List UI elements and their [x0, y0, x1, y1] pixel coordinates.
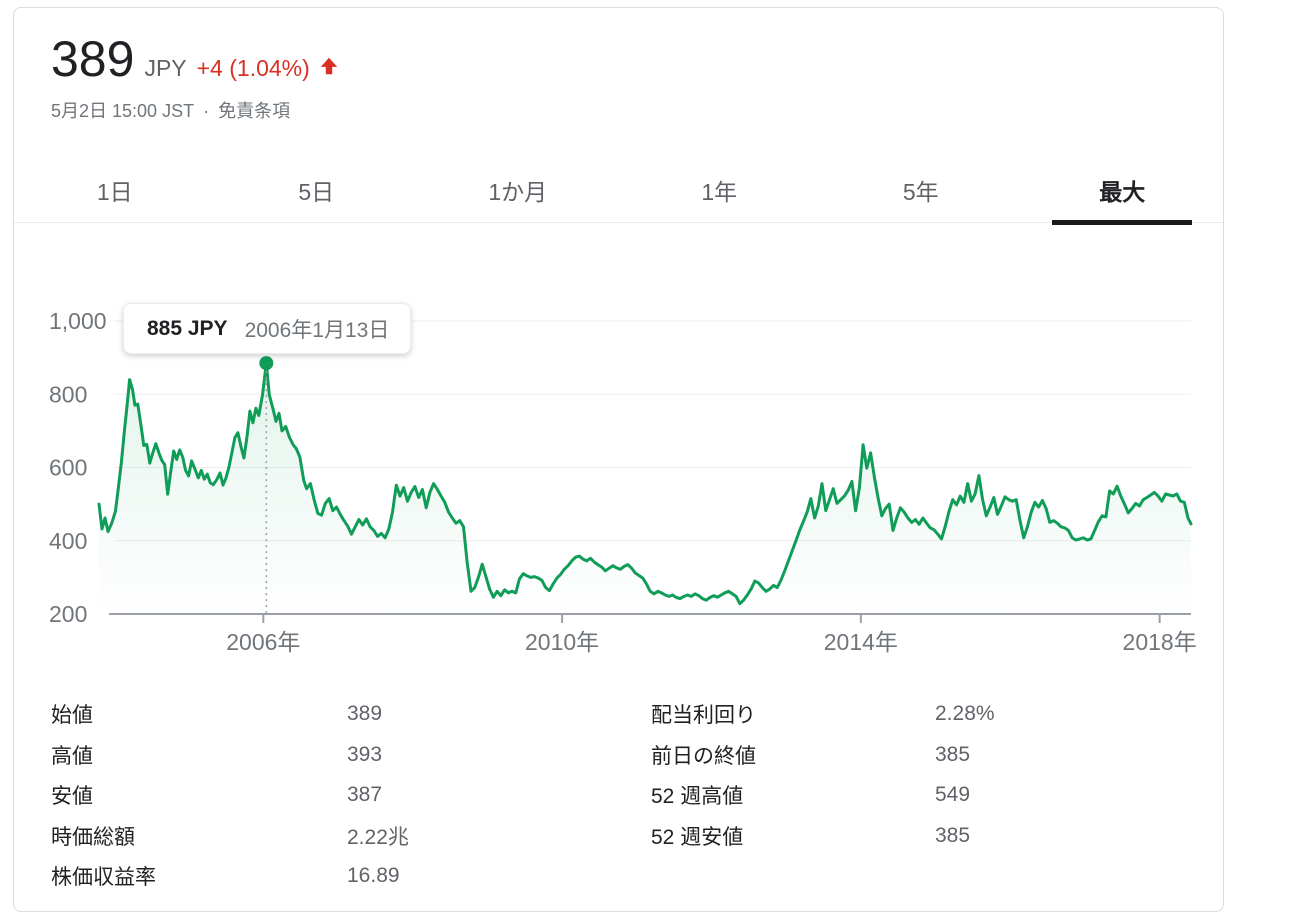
- price-area-fill: [99, 363, 1191, 614]
- tab-1m-label: 1か月: [488, 179, 548, 205]
- stat-value: 16.89: [347, 864, 400, 888]
- price-header: 389 JPY +4 (1.04%) 5月2日 15:00 JST · 免責条項: [51, 30, 340, 123]
- stat-row-pe: 株価収益率 16.89: [51, 856, 611, 897]
- selected-tab-underline: [1052, 220, 1193, 225]
- tab-1m[interactable]: 1か月: [417, 158, 619, 222]
- stat-label: 安値: [51, 785, 93, 809]
- chart-tooltip: 885 JPY 2006年1月13日: [123, 303, 411, 354]
- tab-5y[interactable]: 5年: [820, 158, 1022, 222]
- stat-label: 52 週安値: [651, 825, 744, 849]
- stat-label: 前日の終値: [651, 744, 756, 768]
- y-axis-label: 200: [49, 601, 87, 627]
- x-axis-label: 2006年: [226, 629, 300, 655]
- stat-value: 385: [935, 742, 971, 766]
- stat-label: 配当利回り: [651, 704, 756, 728]
- stat-label: 株価収益率: [51, 866, 156, 890]
- up-arrow-icon: [318, 55, 340, 82]
- stat-label: 52 週高値: [651, 785, 744, 809]
- y-axis-label: 800: [49, 381, 87, 407]
- currency-label: JPY: [144, 55, 187, 81]
- finance-card: 389 JPY +4 (1.04%) 5月2日 15:00 JST · 免責条項…: [13, 7, 1224, 912]
- tab-5d-label: 5日: [298, 179, 335, 205]
- tab-5d[interactable]: 5日: [216, 158, 418, 222]
- stat-label: 時価総額: [51, 825, 135, 849]
- tab-1y-label: 1年: [701, 179, 738, 205]
- x-axis-label: 2010年: [525, 629, 599, 655]
- tooltip-price: 885 JPY: [147, 316, 228, 340]
- stat-row-prevclose: 前日の終値 385: [651, 735, 1191, 776]
- stat-row-high: 高値 393: [51, 735, 611, 776]
- disclaimer-link[interactable]: 免責条項: [218, 101, 291, 121]
- stat-row-52wk-low: 52 週安値 385: [651, 816, 1191, 857]
- price-chart-svg[interactable]: 1,000 800 600 400 200 2006年 2010年 2014年 2018年: [14, 241, 1225, 671]
- tab-1d-label: 1日: [96, 179, 133, 205]
- tooltip-date: 2006年1月13日: [244, 318, 390, 342]
- current-price: 389: [51, 31, 135, 87]
- stat-row-low: 安値 387: [51, 775, 611, 816]
- stat-row-52wk-high: 52 週高値 549: [651, 775, 1191, 816]
- stat-value: 389: [347, 702, 383, 726]
- stat-value: 385: [935, 823, 971, 847]
- tab-1d[interactable]: 1日: [14, 158, 216, 222]
- stat-label: 高値: [51, 744, 93, 768]
- stats-column-right: 配当利回り 2.28% 前日の終値 385 52 週高値 549 52 週安値 …: [651, 694, 1191, 856]
- tab-max[interactable]: 最大: [1022, 158, 1224, 225]
- y-axis-label: 1,000: [49, 308, 107, 334]
- stat-value: 2.28%: [935, 702, 995, 726]
- stat-row-mktcap: 時価総額 2.22兆: [51, 816, 611, 857]
- stat-value: 387: [347, 783, 383, 807]
- chart-area: 1,000 800 600 400 200 2006年 2010年 2014年 2018年: [14, 241, 1225, 671]
- y-axis-label: 600: [49, 455, 87, 481]
- dot-separator: ·: [203, 101, 210, 121]
- tooltip-point-marker: [259, 356, 274, 371]
- stats-column-left: 始値 389 高値 393 安値 387 時価総額 2.22兆 株価収益率 16…: [51, 694, 611, 897]
- stat-label: 始値: [51, 704, 93, 728]
- time-range-tabs: 1日 5日 1か月 1年 5年 最大: [14, 158, 1224, 225]
- tab-5y-label: 5年: [902, 179, 939, 205]
- stat-row-open: 始値 389: [51, 694, 611, 735]
- stat-value: 549: [935, 783, 971, 807]
- x-axis-label: 2018年: [1123, 629, 1197, 655]
- price-line: [97, 361, 1193, 606]
- stat-value: 393: [347, 742, 383, 766]
- price-change: +4 (1.04%): [196, 55, 310, 81]
- x-axis-label: 2014年: [824, 629, 898, 655]
- stat-value: 2.22兆: [347, 825, 409, 849]
- y-axis-label: 400: [49, 528, 87, 554]
- stat-row-divyield: 配当利回り 2.28%: [651, 694, 1191, 735]
- tab-max-label: 最大: [1099, 179, 1146, 205]
- tab-1y[interactable]: 1年: [619, 158, 821, 222]
- quote-timestamp: 5月2日 15:00 JST: [51, 101, 195, 121]
